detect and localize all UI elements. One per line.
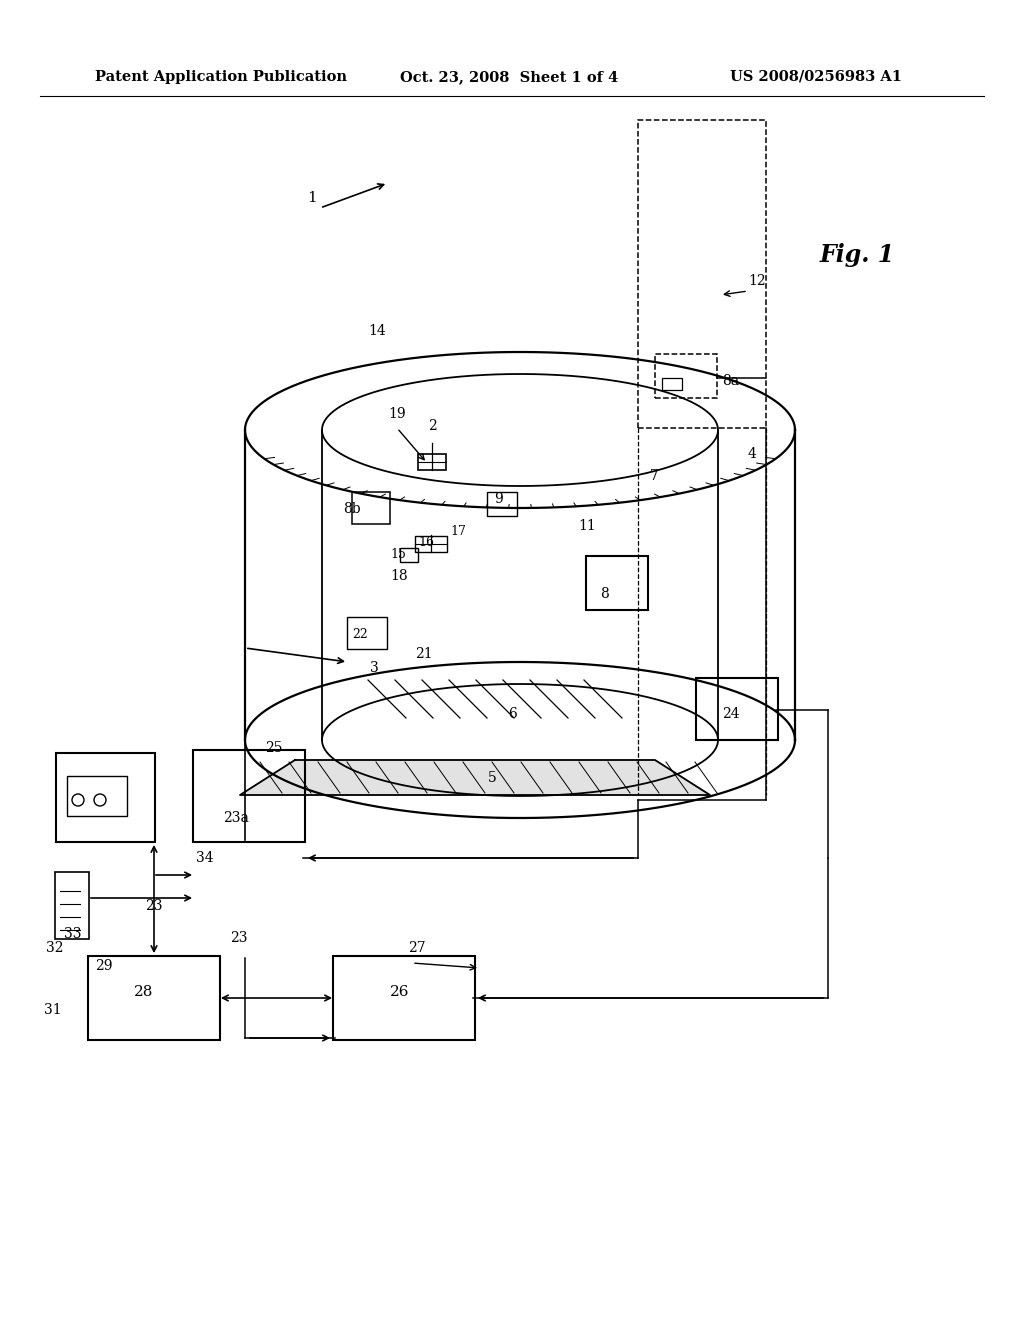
- Text: Oct. 23, 2008  Sheet 1 of 4: Oct. 23, 2008 Sheet 1 of 4: [400, 70, 618, 84]
- Text: 34: 34: [196, 851, 214, 865]
- Text: 3: 3: [370, 661, 379, 675]
- Text: 23: 23: [145, 899, 163, 913]
- Text: 9: 9: [494, 492, 503, 506]
- Text: 17: 17: [450, 525, 466, 539]
- Text: 21: 21: [415, 647, 432, 661]
- Polygon shape: [240, 760, 710, 795]
- Bar: [400, 548, 418, 562]
- Text: 15: 15: [390, 548, 406, 561]
- Text: 8a: 8a: [722, 374, 739, 388]
- Text: 31: 31: [44, 1003, 61, 1016]
- Text: US 2008/0256983 A1: US 2008/0256983 A1: [730, 70, 902, 84]
- Text: 11: 11: [578, 519, 596, 533]
- Text: 25: 25: [265, 741, 283, 755]
- Text: 5: 5: [488, 771, 497, 785]
- Text: 7: 7: [650, 469, 658, 483]
- Text: 1: 1: [307, 191, 316, 205]
- Text: 23a: 23a: [223, 810, 249, 825]
- Text: 27: 27: [408, 941, 426, 954]
- Bar: [415, 536, 447, 552]
- Text: 32: 32: [46, 941, 63, 954]
- Bar: [418, 454, 446, 470]
- Text: Fig. 1: Fig. 1: [820, 243, 895, 267]
- Text: 23: 23: [230, 931, 248, 945]
- Text: 12: 12: [748, 275, 766, 288]
- Text: 6: 6: [508, 708, 517, 721]
- Text: 4: 4: [748, 447, 757, 461]
- Text: 16: 16: [418, 536, 434, 549]
- Text: 2: 2: [428, 418, 437, 433]
- Text: 26: 26: [390, 985, 410, 999]
- Text: 29: 29: [95, 960, 113, 973]
- Bar: [662, 378, 682, 389]
- Text: 8: 8: [600, 587, 608, 601]
- Text: 33: 33: [63, 927, 82, 941]
- Text: 18: 18: [390, 569, 408, 583]
- Text: 24: 24: [722, 708, 739, 721]
- Text: 22: 22: [352, 628, 368, 642]
- Text: 8b: 8b: [343, 502, 360, 516]
- Text: 14: 14: [368, 323, 386, 338]
- Text: Patent Application Publication: Patent Application Publication: [95, 70, 347, 84]
- Text: 19: 19: [388, 407, 406, 421]
- Text: 28: 28: [134, 985, 154, 999]
